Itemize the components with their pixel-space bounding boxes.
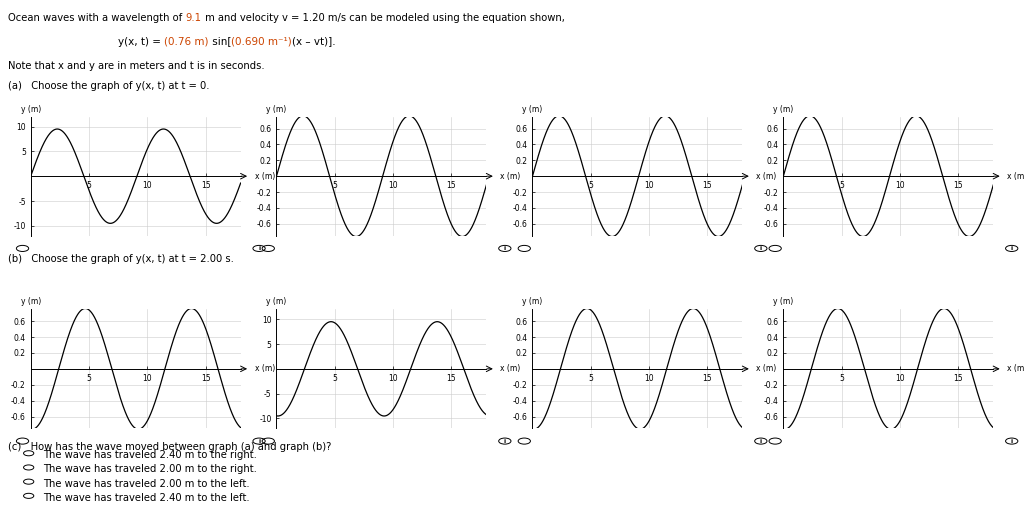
Text: x (m): x (m)	[1008, 365, 1024, 373]
Text: x (m): x (m)	[757, 172, 776, 180]
Text: y (m): y (m)	[266, 104, 287, 114]
Text: y (m): y (m)	[773, 297, 794, 306]
Text: x (m): x (m)	[255, 365, 274, 373]
Text: y (m): y (m)	[522, 297, 543, 306]
Text: y (m): y (m)	[266, 297, 287, 306]
Text: sin[: sin[	[209, 37, 231, 47]
Text: i: i	[504, 439, 506, 444]
Text: i: i	[1011, 246, 1013, 251]
Text: y (m): y (m)	[773, 104, 794, 114]
Text: x (m): x (m)	[255, 172, 274, 180]
Text: (0.690 m⁻¹): (0.690 m⁻¹)	[231, 37, 292, 47]
Text: Ocean waves with a wavelength of: Ocean waves with a wavelength of	[8, 13, 185, 23]
Text: (b)   Choose the graph of y(x, t) at t = 2.00 s.: (b) Choose the graph of y(x, t) at t = 2…	[8, 254, 234, 264]
Text: i: i	[258, 246, 260, 251]
Text: Note that x and y are in meters and t is in seconds.: Note that x and y are in meters and t is…	[8, 61, 265, 71]
Text: The wave has traveled 2.40 m to the left.: The wave has traveled 2.40 m to the left…	[43, 493, 250, 503]
Text: (0.76 m): (0.76 m)	[164, 37, 209, 47]
Text: y (m): y (m)	[522, 104, 543, 114]
Text: y (m): y (m)	[20, 104, 41, 114]
Text: i: i	[504, 246, 506, 251]
Text: The wave has traveled 2.00 m to the right.: The wave has traveled 2.00 m to the righ…	[43, 464, 257, 475]
Text: x (m): x (m)	[757, 365, 776, 373]
Text: The wave has traveled 2.40 m to the right.: The wave has traveled 2.40 m to the righ…	[43, 450, 257, 460]
Text: x (m): x (m)	[501, 365, 520, 373]
Text: x (m): x (m)	[1008, 172, 1024, 180]
Text: i: i	[258, 439, 260, 444]
Text: (x – vt)].: (x – vt)].	[292, 37, 336, 47]
Text: (c)   How has the wave moved between graph (a) and graph (b)?: (c) How has the wave moved between graph…	[8, 442, 332, 452]
Text: i: i	[1011, 439, 1013, 444]
Text: x (m): x (m)	[501, 172, 520, 180]
Text: i: i	[760, 246, 762, 251]
Text: y(x, t) =: y(x, t) =	[118, 37, 164, 47]
Text: i: i	[760, 439, 762, 444]
Text: y (m): y (m)	[20, 297, 41, 306]
Text: (a)   Choose the graph of y(x, t) at t = 0.: (a) Choose the graph of y(x, t) at t = 0…	[8, 81, 210, 91]
Text: The wave has traveled 2.00 m to the left.: The wave has traveled 2.00 m to the left…	[43, 479, 250, 489]
Text: m and velocity v = 1.20 m/s can be modeled using the equation shown,: m and velocity v = 1.20 m/s can be model…	[202, 13, 564, 23]
Text: 9.1: 9.1	[185, 13, 202, 23]
